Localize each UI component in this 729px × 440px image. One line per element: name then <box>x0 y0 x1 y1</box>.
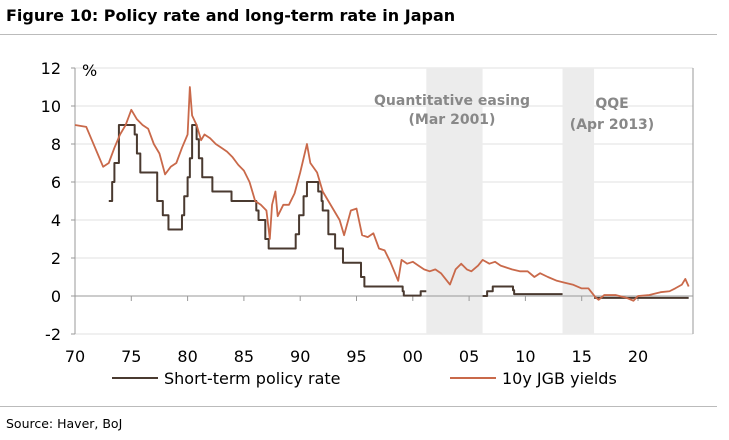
x-tick-label: 05 <box>459 347 479 366</box>
y-tick-label: 2 <box>51 249 61 268</box>
source-rule <box>0 406 717 407</box>
x-tick-label: 85 <box>234 347 254 366</box>
x-tick-label: 20 <box>628 347 648 366</box>
y-tick-label: -2 <box>45 325 61 344</box>
y-tick-label: 10 <box>41 97 61 116</box>
y-tick-label: 4 <box>51 211 61 230</box>
policy-rate-line <box>108 124 427 297</box>
x-tick-label: 75 <box>121 347 141 366</box>
x-tick-label: 15 <box>572 347 592 366</box>
y-tick-label: 12 <box>41 59 61 78</box>
x-tick-label: 95 <box>346 347 366 366</box>
policy-rate-line <box>482 285 563 297</box>
chart-title: Figure 10: Policy rate and long-term rat… <box>6 6 456 25</box>
x-tick-label: 10 <box>515 347 535 366</box>
legend-label: Short-term policy rate <box>164 369 340 388</box>
shaded-label-line2: (Mar 2001) <box>409 112 496 128</box>
shaded-period <box>426 68 483 334</box>
shaded-label-line1: QQE <box>595 96 628 112</box>
jgb-yield-line <box>74 86 690 302</box>
shaded-label-line1: Quantitative easing <box>374 93 530 109</box>
y-tick-label: 0 <box>51 287 61 306</box>
x-tick-label: 70 <box>65 347 85 366</box>
legend-label: 10y JGB yields <box>502 369 617 388</box>
title-rule <box>0 34 717 35</box>
y-axis-label: % <box>82 61 97 80</box>
shaded-label-line2: (Apr 2013) <box>570 117 654 133</box>
x-tick-label: 90 <box>290 347 310 366</box>
y-tick-label: 6 <box>51 173 61 192</box>
x-tick-label: 80 <box>177 347 197 366</box>
source-note: Source: Haver, BoJ <box>6 416 123 431</box>
shaded-period <box>562 68 595 334</box>
x-tick-label: 00 <box>403 347 423 366</box>
y-tick-label: 8 <box>51 135 61 154</box>
